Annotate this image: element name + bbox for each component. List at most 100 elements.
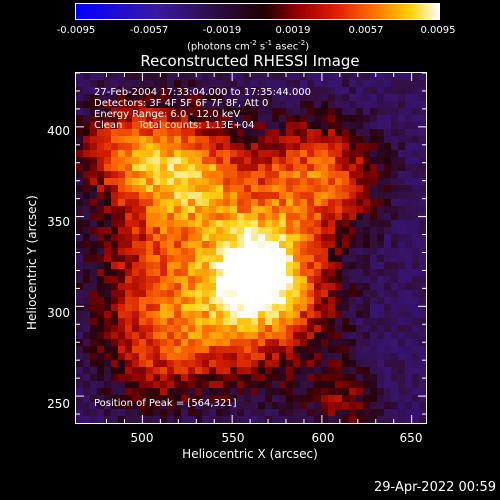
heatmap-cell — [321, 283, 329, 291]
heatmap-cell — [265, 87, 273, 95]
heatmap-cell — [265, 290, 273, 298]
heatmap-cell — [181, 122, 189, 130]
heatmap-cell — [125, 388, 133, 396]
heatmap-cell — [167, 94, 175, 102]
heatmap-cell — [223, 94, 231, 102]
heatmap-cell — [356, 73, 364, 81]
heatmap-cell — [321, 360, 329, 368]
heatmap-cell — [125, 101, 133, 109]
heatmap-cell — [181, 115, 189, 123]
heatmap-cell — [118, 360, 126, 368]
heatmap-cell — [321, 178, 329, 186]
heatmap-cell — [202, 136, 210, 144]
heatmap-cell — [160, 311, 168, 319]
heatmap-cell — [195, 311, 203, 319]
heatmap-cell — [328, 108, 336, 116]
heatmap-cell — [174, 178, 182, 186]
heatmap-cell — [125, 318, 133, 326]
heatmap-cell — [153, 150, 161, 158]
heatmap-cell — [111, 360, 119, 368]
heatmap-cell — [335, 248, 343, 256]
heatmap-cell — [188, 353, 196, 361]
heatmap-cell — [349, 178, 357, 186]
heatmap-cell — [342, 157, 350, 165]
heatmap-cell — [293, 199, 301, 207]
heatmap-cell — [356, 185, 364, 193]
heatmap-cell — [76, 129, 84, 137]
heatmap-cell — [412, 241, 420, 249]
heatmap-cell — [398, 339, 406, 347]
heatmap-cell — [230, 115, 238, 123]
heatmap-cell — [97, 108, 105, 116]
heatmap-cell — [272, 402, 280, 410]
heatmap-cell — [279, 297, 287, 305]
x-axis-label: Heliocentric X (arcsec) — [182, 447, 318, 461]
heatmap-cell — [258, 402, 266, 410]
heatmap-cell — [181, 213, 189, 221]
heatmap-cell — [244, 199, 252, 207]
heatmap-cell — [202, 269, 210, 277]
heatmap-cell — [237, 164, 245, 172]
heatmap-cell — [146, 269, 154, 277]
heatmap-cell — [104, 395, 112, 403]
heatmap-cell — [405, 283, 413, 291]
heatmap-cell — [370, 318, 378, 326]
heatmap-cell — [328, 248, 336, 256]
heatmap-cell — [181, 269, 189, 277]
heatmap-cell — [111, 108, 119, 116]
heatmap-cell — [384, 122, 392, 130]
heatmap-cell — [132, 304, 140, 312]
heatmap-cell — [384, 374, 392, 382]
heatmap-cell — [237, 374, 245, 382]
heatmap-cell — [328, 269, 336, 277]
heatmap-cell — [202, 262, 210, 270]
heatmap-cell — [370, 262, 378, 270]
heatmap-cell — [279, 255, 287, 263]
heatmap-cell — [90, 157, 98, 165]
heatmap-cell — [265, 185, 273, 193]
heatmap-cell — [279, 395, 287, 403]
heatmap-cell — [314, 213, 322, 221]
heatmap-cell — [335, 164, 343, 172]
heatmap-cell — [188, 206, 196, 214]
heatmap-cell — [118, 192, 126, 200]
heatmap-cell — [335, 367, 343, 375]
heatmap-cell — [132, 276, 140, 284]
heatmap-cell — [314, 94, 322, 102]
heatmap-cell — [335, 213, 343, 221]
heatmap-cell — [412, 185, 420, 193]
heatmap-cell — [363, 269, 371, 277]
heatmap-cell — [419, 346, 426, 354]
heatmap-cell — [321, 80, 329, 88]
heatmap-cell — [146, 94, 154, 102]
heatmap-cell — [293, 283, 301, 291]
heatmap-cell — [279, 150, 287, 158]
heatmap-cell — [244, 171, 252, 179]
heatmap-cell — [139, 94, 147, 102]
heatmap-cell — [286, 416, 294, 423]
heatmap-cell — [139, 395, 147, 403]
heatmap-cell — [293, 227, 301, 235]
heatmap-cell — [125, 164, 133, 172]
heatmap-cell — [377, 101, 385, 109]
heatmap-cell — [118, 157, 126, 165]
heatmap-cell — [76, 157, 84, 165]
heatmap-cell — [125, 297, 133, 305]
heatmap-cell — [265, 416, 273, 423]
heatmap-cell — [153, 395, 161, 403]
heatmap-cell — [202, 178, 210, 186]
heatmap-cell — [293, 241, 301, 249]
heatmap-cell — [90, 150, 98, 158]
heatmap-cell — [76, 136, 84, 144]
heatmap-cell — [272, 213, 280, 221]
heatmap-cell — [111, 227, 119, 235]
heatmap-cell — [300, 346, 308, 354]
heatmap-cell — [244, 241, 252, 249]
heatmap-cell — [412, 276, 420, 284]
heatmap-cell — [111, 157, 119, 165]
heatmap-cell — [181, 276, 189, 284]
heatmap-cell — [279, 157, 287, 165]
heatmap-cell — [335, 416, 343, 423]
heatmap-cell — [335, 199, 343, 207]
heatmap-cell — [209, 283, 217, 291]
